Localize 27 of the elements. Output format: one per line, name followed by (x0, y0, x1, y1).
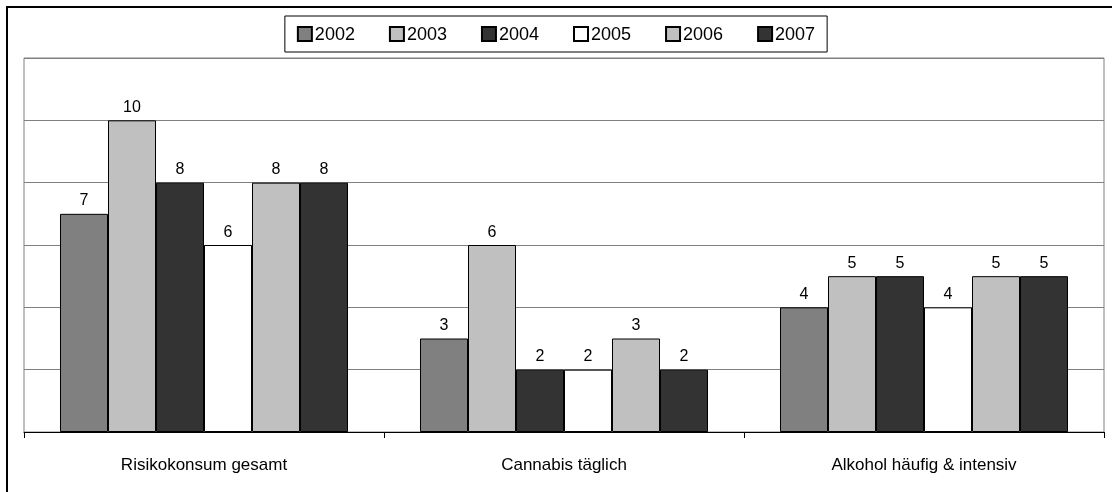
data-label: 7 (79, 191, 89, 209)
legend-label: 2007 (775, 24, 816, 44)
legend-label: 2004 (498, 24, 539, 44)
data-label: 3 (631, 316, 641, 333)
data-label: 5 (1039, 253, 1049, 271)
data-label: 5 (895, 253, 905, 271)
data-label: 6 (487, 222, 497, 240)
data-label: 4 (799, 284, 809, 302)
data-label: 2 (679, 347, 689, 365)
data-label: 3 (439, 316, 449, 333)
legend-label: 2002 (314, 24, 355, 44)
data-label: 8 (175, 160, 185, 178)
data-label: 5 (991, 253, 1001, 271)
data-label: 6 (223, 222, 233, 240)
legend-label: 2005 (591, 24, 632, 44)
legend-label: 2006 (683, 24, 724, 44)
data-label: 8 (271, 160, 281, 178)
data-label: 5 (847, 253, 857, 271)
legend-label: 2003 (406, 24, 447, 44)
data-label: 10 (123, 97, 141, 115)
x-tick-label: Alkohol häufig & intensiv (831, 455, 1018, 474)
data-label: 2 (583, 347, 593, 365)
data-label: 2 (535, 347, 545, 365)
data-label: 4 (943, 284, 953, 302)
x-tick-label: Risikokonsum gesamt (120, 455, 288, 474)
x-tick-label: Cannabis täglich (501, 455, 627, 474)
data-label: 8 (319, 160, 329, 178)
